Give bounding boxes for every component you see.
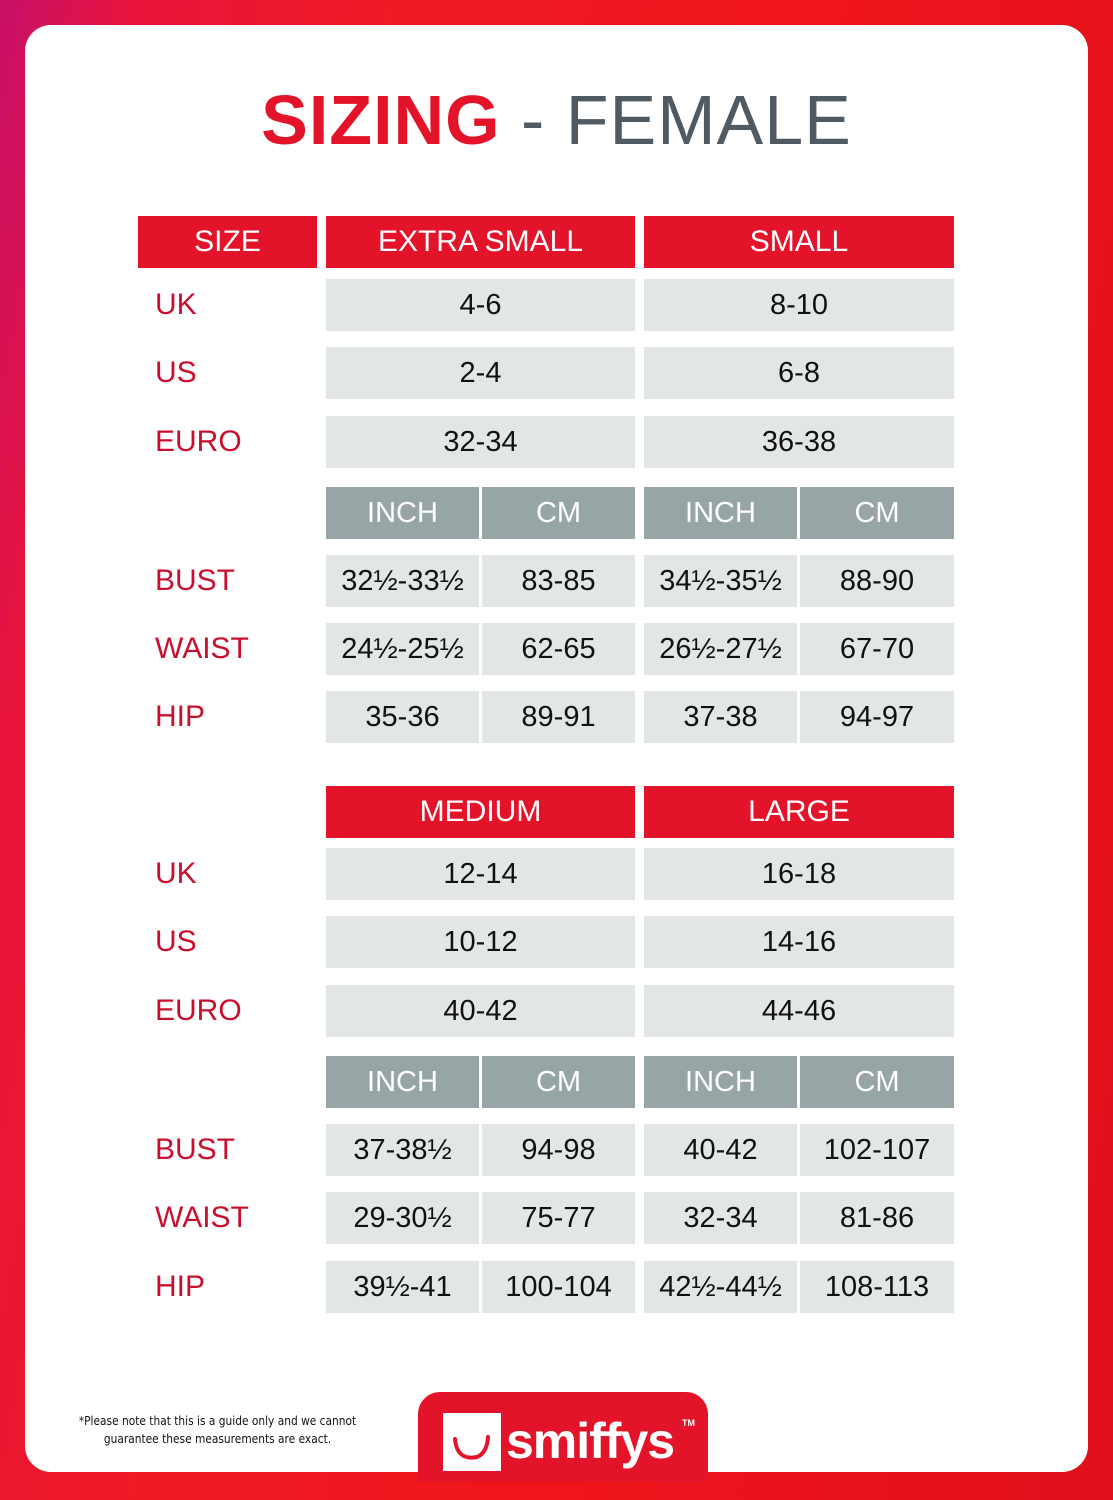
unit-header: INCH	[326, 487, 479, 539]
size-header: SMALL	[644, 216, 954, 268]
size-value-cell: 14-16	[644, 916, 954, 968]
unit-header: INCH	[326, 1056, 479, 1108]
measurement-cell: 29-30½	[326, 1192, 479, 1244]
measurement-cell: 67-70	[800, 623, 954, 675]
row-label: EURO	[155, 994, 242, 1027]
unit-header: INCH	[644, 487, 797, 539]
size-value-cell: 12-14	[326, 848, 635, 900]
measurement-cell: 89-91	[482, 691, 635, 743]
unit-header: CM	[482, 487, 635, 539]
measurement-cell: 94-97	[800, 691, 954, 743]
title-primary: SIZING	[261, 81, 501, 159]
smile-logo-icon	[443, 1413, 501, 1471]
measurement-cell: 40-42	[644, 1124, 797, 1176]
size-header: EXTRA SMALL	[326, 216, 635, 268]
measurement-cell: 37-38	[644, 691, 797, 743]
measurement-cell: 42½-44½	[644, 1261, 797, 1313]
row-label: HIP	[155, 1270, 206, 1303]
measurement-cell: 102-107	[800, 1124, 954, 1176]
unit-header: CM	[800, 487, 954, 539]
row-label: HIP	[155, 700, 206, 733]
size-value-cell: 44-46	[644, 985, 954, 1037]
row-label: WAIST	[155, 632, 249, 665]
measurement-cell: 26½-27½	[644, 623, 797, 675]
size-header: MEDIUM	[326, 786, 635, 838]
measurement-cell: 94-98	[482, 1124, 635, 1176]
measurement-cell: 24½-25½	[326, 623, 479, 675]
measurement-cell: 32-34	[644, 1192, 797, 1244]
size-value-cell: 16-18	[644, 848, 954, 900]
unit-header: INCH	[644, 1056, 797, 1108]
page-title: SIZING - FEMALE	[0, 78, 1113, 162]
disclaimer-note: *Please note that this is a guide only a…	[75, 1412, 360, 1448]
row-label: US	[155, 356, 197, 389]
size-value-cell: 8-10	[644, 279, 954, 331]
size-value-cell: 36-38	[644, 416, 954, 468]
row-label: BUST	[155, 564, 236, 597]
row-label: BUST	[155, 1133, 236, 1166]
row-label: UK	[155, 857, 197, 890]
measurement-cell: 108-113	[800, 1261, 954, 1313]
measurement-cell: 37-38½	[326, 1124, 479, 1176]
size-value-cell: 4-6	[326, 279, 635, 331]
measurement-cell: 34½-35½	[644, 555, 797, 607]
size-header: SIZE	[138, 216, 317, 268]
size-value-cell: 32-34	[326, 416, 635, 468]
unit-header: CM	[482, 1056, 635, 1108]
size-value-cell: 2-4	[326, 347, 635, 399]
measurement-cell: 81-86	[800, 1192, 954, 1244]
measurement-cell: 75-77	[482, 1192, 635, 1244]
row-label: UK	[155, 288, 197, 321]
size-value-cell: 6-8	[644, 347, 954, 399]
size-value-cell: 10-12	[326, 916, 635, 968]
measurement-cell: 39½-41	[326, 1261, 479, 1313]
size-value-cell: 40-42	[326, 985, 635, 1037]
row-label: US	[155, 925, 197, 958]
row-label: WAIST	[155, 1201, 249, 1234]
unit-header: CM	[800, 1056, 954, 1108]
title-secondary: - FEMALE	[520, 81, 852, 159]
disclaimer-line: *Please note that this is a guide only a…	[78, 1413, 357, 1428]
size-header: LARGE	[644, 786, 954, 838]
brand-logo: smiffys	[506, 1413, 675, 1469]
disclaimer-line: guarantee these measurements are exact.	[103, 1431, 332, 1446]
measurement-cell: 100-104	[482, 1261, 635, 1313]
measurement-cell: 62-65	[482, 623, 635, 675]
measurement-cell: 35-36	[326, 691, 479, 743]
measurement-cell: 32½-33½	[326, 555, 479, 607]
row-label: EURO	[155, 425, 242, 458]
trademark: TM	[682, 1418, 695, 1428]
measurement-cell: 88-90	[800, 555, 954, 607]
measurement-cell: 83-85	[482, 555, 635, 607]
